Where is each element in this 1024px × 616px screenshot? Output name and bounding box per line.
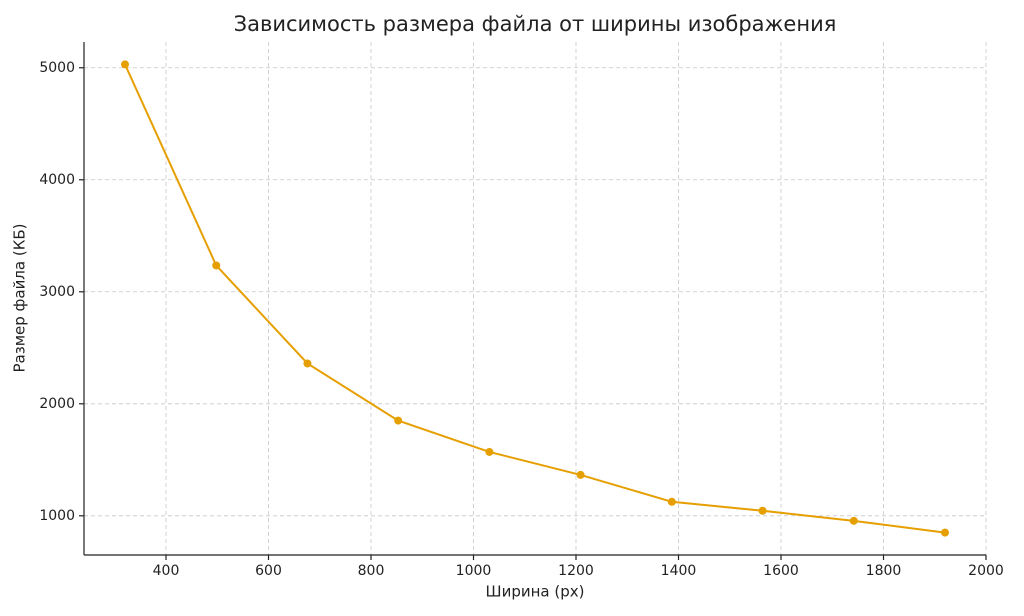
x-tick-label: 800 [358,563,385,579]
point [121,60,129,69]
point [212,261,221,270]
x-tick-label: 1200 [558,563,594,579]
point [758,506,767,515]
x-tick-label: 400 [153,563,180,579]
y-tick-label: 3000 [39,284,75,300]
y-tick-label: 1000 [39,508,75,524]
point [576,470,585,479]
y-axis-label: Размер файла (КБ) [11,223,29,372]
x-tick-label: 1800 [866,563,902,579]
point [941,528,949,537]
point [394,416,403,425]
x-axis-label: Ширина (px) [486,583,585,601]
point [303,359,312,368]
x-tick-label: 1600 [763,563,799,579]
x-tick-label: 1400 [661,563,697,579]
y-tick-label: 5000 [39,60,75,76]
point [485,447,494,456]
y-tick-label: 2000 [39,396,75,412]
line [124,63,946,534]
x-tick-label: 600 [255,563,282,579]
point [667,497,676,506]
chart-title: Зависимость размера файла от ширины изоб… [234,12,837,36]
y-tick-label: 4000 [39,172,75,188]
x-tick-label: 2000 [968,563,1004,579]
x-tick-label: 1000 [456,563,492,579]
point [849,516,858,525]
